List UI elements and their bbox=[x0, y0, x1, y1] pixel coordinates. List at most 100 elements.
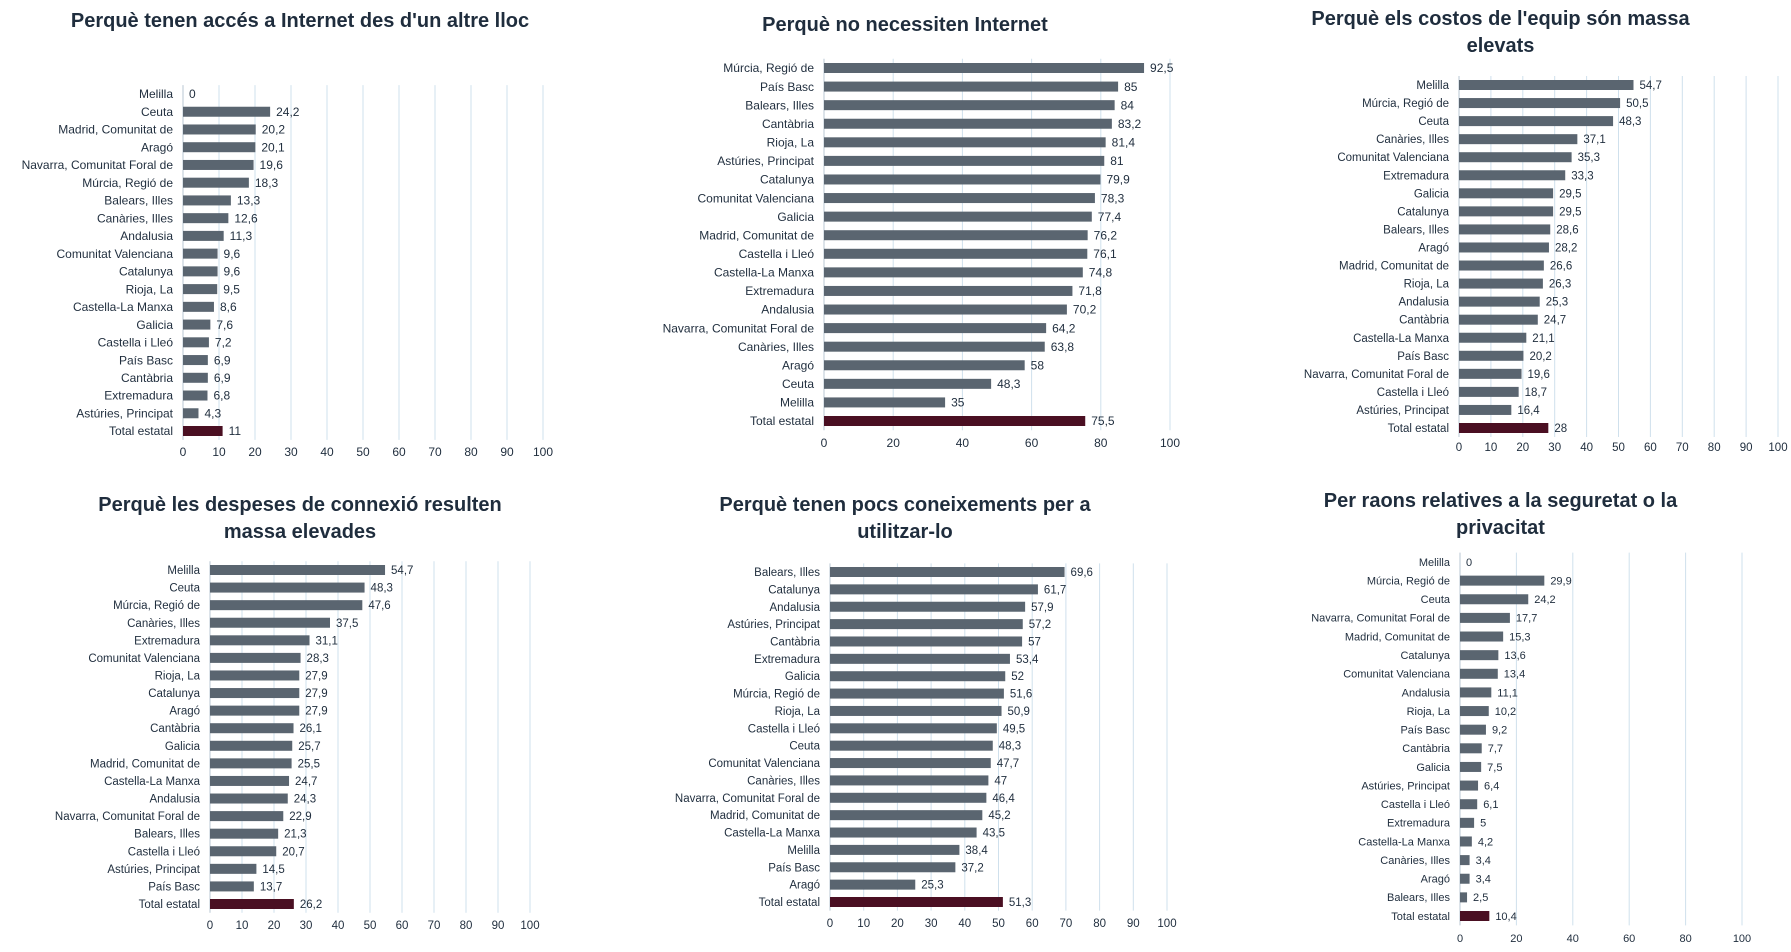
data-label: 54,7 bbox=[1639, 80, 1661, 92]
category-label: Aragó bbox=[1418, 242, 1449, 254]
x-tick-label: 80 bbox=[1679, 933, 1691, 945]
bar bbox=[1459, 350, 1524, 361]
bar bbox=[824, 267, 1083, 278]
category-label: Castella-La Manxa bbox=[724, 828, 820, 840]
x-tick-label: 30 bbox=[925, 918, 938, 930]
data-label: 31,1 bbox=[316, 635, 338, 647]
bar bbox=[830, 567, 1065, 577]
category-label: Extremadura bbox=[104, 389, 173, 403]
data-label: 64,2 bbox=[1052, 321, 1076, 335]
category-label: Castella i Lleó bbox=[1377, 387, 1449, 399]
category-label: Comunitat Valenciana bbox=[697, 191, 814, 205]
bar bbox=[183, 319, 211, 330]
x-tick-label: 100 bbox=[533, 445, 553, 459]
data-label: 19,6 bbox=[1528, 369, 1550, 381]
category-label: Navarra, Comunitat Foral de bbox=[663, 321, 815, 335]
data-label: 9,2 bbox=[1492, 725, 1507, 737]
bar bbox=[824, 248, 1088, 259]
category-label: Ceuta bbox=[789, 741, 820, 753]
data-label: 75,5 bbox=[1091, 414, 1115, 428]
bar bbox=[183, 159, 254, 170]
category-label: Canàries, Illes bbox=[1376, 134, 1449, 146]
x-tick-label: 30 bbox=[300, 920, 313, 932]
data-label: 7,6 bbox=[216, 318, 233, 332]
x-tick-label: 60 bbox=[1026, 918, 1039, 930]
category-label: Múrcia, Regió de bbox=[82, 176, 173, 190]
data-label: 48,3 bbox=[999, 741, 1021, 753]
data-label: 28 bbox=[1554, 423, 1567, 435]
bar bbox=[830, 601, 1026, 612]
data-label: 76,2 bbox=[1094, 228, 1118, 242]
data-label: 29,5 bbox=[1559, 188, 1581, 200]
x-tick-label: 40 bbox=[958, 918, 971, 930]
data-label: 50,5 bbox=[1626, 98, 1648, 110]
bar bbox=[830, 619, 1023, 630]
data-label: 4,2 bbox=[1478, 836, 1493, 848]
bar-chart: 0 10 20 30 40 50 60 70 80 90 100 Melilla 0 Ceuta 24,2 M… bbox=[22, 85, 553, 459]
category-label: Castella-La Manxa bbox=[1353, 333, 1449, 345]
bar bbox=[210, 723, 294, 734]
category-label: Cantàbria bbox=[150, 723, 200, 735]
x-tick-label: 80 bbox=[1093, 918, 1106, 930]
x-tick-label: 80 bbox=[1708, 442, 1721, 454]
bar bbox=[1460, 668, 1498, 679]
data-label: 11 bbox=[229, 424, 242, 438]
chart-panel-5: Perquè tenen pocs coneixements per a uti… bbox=[600, 480, 1210, 947]
x-tick-label: 50 bbox=[992, 918, 1005, 930]
bar bbox=[830, 775, 989, 786]
bar bbox=[824, 100, 1115, 111]
x-tick-label: 10 bbox=[212, 445, 226, 459]
category-label: Cantàbria bbox=[770, 636, 820, 648]
data-label: 38,4 bbox=[965, 845, 988, 857]
bar bbox=[1460, 706, 1489, 717]
category-label: Rioja, La bbox=[775, 706, 821, 718]
data-label: 85 bbox=[1124, 80, 1138, 94]
x-tick-label: 100 bbox=[1157, 918, 1176, 930]
data-label: 20,1 bbox=[261, 140, 285, 154]
category-label: Comunitat Valenciana bbox=[1343, 669, 1451, 681]
x-tick-label: 70 bbox=[1676, 442, 1689, 454]
category-label: Comunitat Valenciana bbox=[1337, 152, 1449, 164]
data-label: 3,4 bbox=[1476, 855, 1491, 867]
category-label: Astúries, Principat bbox=[1361, 780, 1450, 792]
category-label: País Basc bbox=[760, 80, 814, 94]
x-tick-label: 90 bbox=[500, 445, 514, 459]
category-label: Madrid, Comunitat de bbox=[58, 123, 173, 137]
bar bbox=[1459, 386, 1519, 397]
data-label: 69,6 bbox=[1071, 567, 1093, 579]
data-label: 46,4 bbox=[992, 793, 1015, 805]
category-label: Galicia bbox=[1414, 188, 1450, 200]
data-label: 13,4 bbox=[1504, 669, 1525, 681]
category-label: Astúries, Principat bbox=[76, 406, 173, 420]
data-label: 20,2 bbox=[1529, 351, 1551, 363]
bar bbox=[1460, 873, 1470, 884]
total-bar bbox=[1460, 911, 1490, 921]
category-label: Canàries, Illes bbox=[97, 211, 173, 225]
data-label: 0 bbox=[189, 87, 196, 101]
x-tick-label: 10 bbox=[857, 918, 870, 930]
bar bbox=[830, 723, 997, 734]
x-tick-label: 50 bbox=[356, 445, 370, 459]
category-label: Aragó bbox=[1421, 874, 1450, 886]
category-label: Aragó bbox=[782, 358, 814, 372]
bar bbox=[1459, 80, 1634, 90]
data-label: 35 bbox=[951, 396, 965, 410]
data-label: 9,6 bbox=[224, 265, 241, 279]
category-label: Comunitat Valenciana bbox=[56, 247, 173, 261]
category-label: Aragó bbox=[141, 140, 173, 154]
x-tick-label: 60 bbox=[396, 920, 409, 932]
x-tick-label: 40 bbox=[1567, 933, 1579, 945]
data-label: 37,5 bbox=[336, 618, 358, 630]
total-bar bbox=[830, 897, 1003, 907]
data-label: 79,9 bbox=[1106, 173, 1130, 187]
bar bbox=[1460, 743, 1482, 754]
bar bbox=[183, 106, 271, 117]
x-tick-label: 20 bbox=[891, 918, 904, 930]
bar bbox=[1459, 188, 1554, 199]
category-label: Castella i Lleó bbox=[128, 846, 200, 858]
data-label: 13,6 bbox=[1504, 650, 1525, 662]
bar bbox=[210, 582, 365, 593]
category-label: Melilla bbox=[780, 396, 814, 410]
data-label: 37,1 bbox=[1583, 134, 1605, 146]
data-label: 57,9 bbox=[1031, 602, 1053, 614]
